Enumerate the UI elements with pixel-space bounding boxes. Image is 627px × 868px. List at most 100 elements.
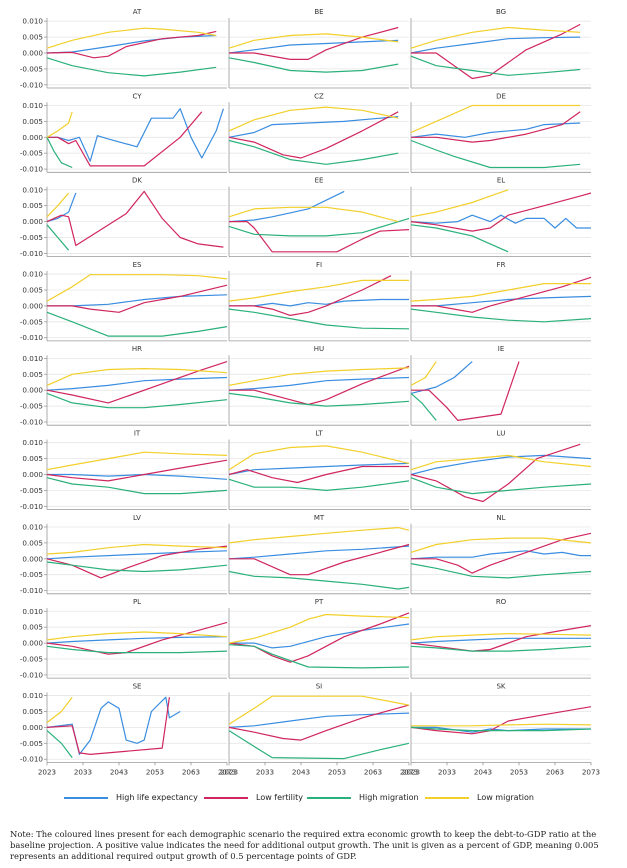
legend-swatch-lowmig [425,796,469,799]
y-tick-label: 0.010 [22,354,43,363]
y-tick-label: 0.005 [22,707,43,716]
panel-title: CZ [314,92,324,100]
series-line-low-migration [410,189,509,218]
panel-title: FR [497,261,506,269]
y-tick-label: 0.000 [22,217,43,226]
panel-title: LT [315,430,323,438]
y-tick-label: 0.000 [22,133,43,142]
y-tick-label: -0.005 [20,64,43,73]
series-line-low-migration [228,279,409,302]
series-line-low-fertility [46,30,217,59]
y-tick-label: 0.010 [22,270,43,279]
series-line-high-migration [46,57,217,77]
series-line-low-fertility [411,111,581,143]
panel-title: DE [496,92,506,100]
series-line-high-life-expectancy [410,214,591,229]
panel-title: BE [314,8,323,16]
legend-item-high-life-expectancy: High life expectancy [64,793,198,802]
series-line-low-fertility [410,625,592,652]
small-multiples-chart: AT 0.010 0.005 0.000 -0.005 -0.010 BE BG CY 0.010… [20,8,600,776]
series-line-low-migration [410,283,591,302]
series-line-high-migration [410,224,509,253]
series-line-high-migration [228,478,410,491]
series-line-high-migration [46,224,70,251]
series-line-high-migration [410,392,437,421]
panel-title: EL [497,177,505,185]
x-tick-label: 2063 [364,767,382,776]
y-tick-label: 0.005 [22,370,43,379]
series-line-low-migration [410,537,592,553]
series-line-high-life-expectancy [46,34,217,54]
y-tick-label: 0.000 [22,301,43,310]
panel-title: SE [133,682,142,690]
series-line-high-life-expectancy [228,39,399,54]
y-tick-label: 0.005 [22,285,43,294]
series-line-high-migration [410,645,592,652]
series-line-low-migration [46,368,228,386]
chart-legend: High life expectancy Low fertility High … [0,793,627,813]
series-line-high-migration [410,55,581,76]
panel-title: NL [496,514,505,522]
legend-label: High migration [359,793,419,802]
panel-title: ES [133,261,142,269]
series-line-high-migration [410,308,592,323]
series-line-high-migration [46,645,228,654]
y-tick-label: -0.010 [20,418,44,427]
panel-title: CY [132,92,142,100]
series-line-high-life-expectancy [228,545,410,560]
y-tick-label: 0.010 [22,185,43,194]
y-tick-label: 0.010 [22,522,43,531]
y-tick-label: -0.010 [20,249,44,258]
series-line-high-migration [410,726,592,732]
panel-title: LU [497,430,506,438]
series-line-high-life-expectancy [410,122,581,138]
x-tick-label: 2053 [146,767,164,776]
x-tick-label: 2033 [438,767,456,776]
series-line-high-life-expectancy [411,726,591,733]
series-line-low-migration [46,631,228,641]
series-line-high-migration [228,730,410,760]
series-line-low-fertility [411,532,592,574]
panel-title: IT [134,430,141,438]
panel-title: PT [315,598,324,606]
panel-title: AT [133,8,142,16]
x-tick-label: 2033 [256,767,274,776]
series-line-low-migration [410,26,581,49]
series-line-low-fertility [229,221,410,253]
series-line-low-migration [228,613,410,644]
x-tick-label: 2043 [292,767,310,776]
y-tick-label: 0.010 [22,691,43,700]
series-line-high-life-expectancy [410,637,591,644]
y-tick-label: -0.010 [20,165,44,174]
y-tick-label: -0.010 [20,80,44,89]
series-line-high-migration [228,57,399,73]
series-line-high-life-expectancy [229,298,409,307]
x-tick-label: 2043 [110,767,128,776]
panel-title: PL [133,598,141,606]
series-line-low-fertility [411,23,581,80]
series-line-high-life-expectancy [46,192,77,223]
series-line-high-life-expectancy [228,712,410,728]
series-line-high-life-expectancy [47,473,228,480]
y-tick-label: -0.005 [20,570,43,579]
panel-title: HU [314,345,324,353]
y-tick-label: 0.000 [22,386,43,395]
series-line-low-fertility [46,190,224,248]
series-line-low-fertility [47,111,203,167]
panel-title: DK [132,177,142,185]
series-line-low-fertility [411,361,520,421]
series-line-low-migration [228,106,399,132]
series-line-low-migration [410,454,592,471]
series-line-low-fertility [410,443,581,503]
series-line-low-fertility [229,543,410,576]
y-tick-label: 0.000 [22,639,43,648]
y-tick-label: 0.005 [22,33,43,42]
panel-title: HR [132,345,142,353]
series-line-high-migration [228,644,410,669]
y-tick-label: 0.005 [22,201,43,210]
x-tick-label: 2023 [402,767,420,776]
x-tick-label: 2073 [218,767,236,776]
series-line-low-fertility [228,465,409,484]
series-line-low-fertility [46,361,228,404]
series-line-low-migration [46,451,228,471]
